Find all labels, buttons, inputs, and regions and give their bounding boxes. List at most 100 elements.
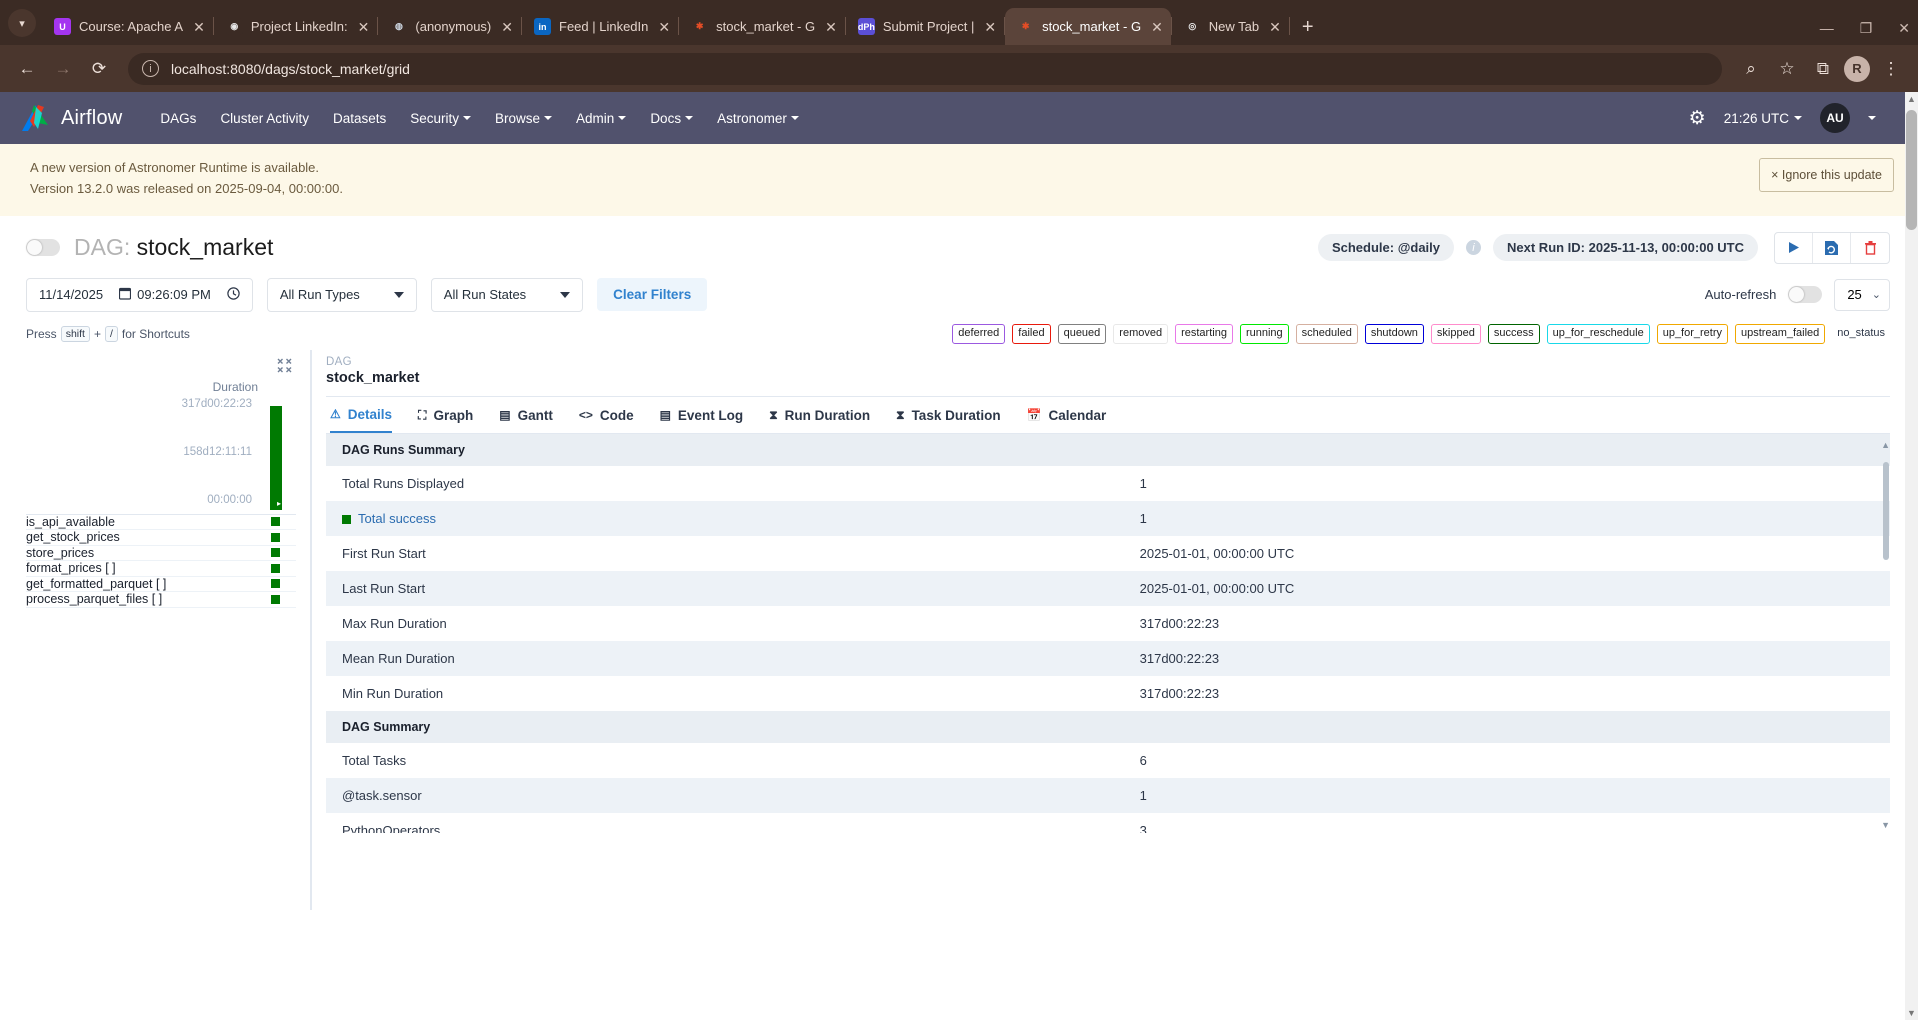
run-type-select[interactable]: All Run Types bbox=[266, 277, 417, 312]
legend-badge-deferred[interactable]: deferred bbox=[952, 323, 1006, 344]
tab-calendar[interactable]: 📅 Calendar bbox=[1027, 407, 1107, 433]
info-icon[interactable]: i bbox=[1466, 240, 1482, 256]
task-row[interactable]: get_formatted_parquet [ ] bbox=[26, 577, 296, 593]
site-info-icon[interactable]: i bbox=[142, 60, 159, 77]
nav-item-astronomer[interactable]: Astronomer bbox=[705, 105, 811, 132]
refresh-dag-button[interactable] bbox=[1813, 232, 1851, 263]
legend-badge-up_for_retry[interactable]: up_for_retry bbox=[1656, 323, 1729, 344]
legend-badge-restarting[interactable]: restarting bbox=[1175, 323, 1233, 344]
task-status-square[interactable] bbox=[271, 532, 280, 542]
legend-badge-scheduled[interactable]: scheduled bbox=[1295, 323, 1358, 344]
close-tab-icon[interactable]: ✕ bbox=[193, 18, 205, 35]
tab-event-log[interactable]: ▤ Event Log bbox=[660, 407, 744, 433]
dag-pause-toggle[interactable] bbox=[26, 239, 60, 257]
close-tab-icon[interactable]: ✕ bbox=[1151, 18, 1163, 35]
nav-item-datasets[interactable]: Datasets bbox=[321, 105, 398, 132]
legend-badge-up_for_reschedule[interactable]: up_for_reschedule bbox=[1546, 323, 1650, 344]
legend-badge-skipped[interactable]: skipped bbox=[1430, 323, 1481, 344]
page-scroll-up-icon[interactable]: ▲ bbox=[1907, 94, 1916, 104]
run-datetime-filter[interactable]: 11/14/2025 09:26:09 PM bbox=[26, 277, 253, 312]
scroll-down-icon[interactable]: ▼ bbox=[1881, 819, 1890, 830]
back-icon[interactable]: ← bbox=[18, 58, 36, 78]
task-row[interactable]: store_prices bbox=[26, 546, 296, 562]
legend-badge-shutdown[interactable]: shutdown bbox=[1364, 323, 1424, 344]
run-state-select[interactable]: All Run States bbox=[430, 277, 584, 312]
delete-dag-button[interactable] bbox=[1851, 233, 1889, 263]
user-avatar[interactable]: AU bbox=[1820, 103, 1850, 133]
clear-filters-button[interactable]: Clear Filters bbox=[597, 278, 708, 312]
task-row[interactable]: process_parquet_files [ ] bbox=[26, 592, 296, 608]
nav-item-security[interactable]: Security bbox=[398, 105, 483, 132]
legend-badge-failed[interactable]: failed bbox=[1012, 323, 1051, 344]
browser-tab[interactable]: U Course: Apache A ✕ bbox=[42, 8, 213, 45]
forward-icon[interactable]: → bbox=[54, 58, 72, 78]
trigger-dag-button[interactable] bbox=[1775, 232, 1813, 263]
browser-tab[interactable]: dPh Submit Project | ✕ bbox=[846, 8, 1004, 45]
close-window-icon[interactable]: ✕ bbox=[1898, 20, 1910, 36]
close-tab-icon[interactable]: ✕ bbox=[501, 18, 513, 35]
close-tab-icon[interactable]: ✕ bbox=[1269, 18, 1281, 35]
tab-graph[interactable]: ⛶ Graph bbox=[418, 407, 473, 433]
extensions-icon[interactable]: ⧉ bbox=[1816, 58, 1830, 78]
tab-details[interactable]: ⚠ Details bbox=[330, 407, 393, 433]
address-bar[interactable]: i localhost:8080/dags/stock_market/grid bbox=[128, 52, 1722, 85]
details-scrollbar[interactable]: ▲ ▼ bbox=[1881, 439, 1890, 830]
zoom-icon[interactable]: ⌕ bbox=[1746, 58, 1756, 78]
nav-item-docs[interactable]: Docs bbox=[638, 105, 705, 132]
collapse-panel-icon[interactable] bbox=[277, 358, 292, 376]
profile-avatar[interactable]: R bbox=[1844, 55, 1870, 82]
close-tab-icon[interactable]: ✕ bbox=[357, 18, 370, 35]
browser-tab[interactable]: ◉ Project LinkedIn: ✕ bbox=[214, 8, 378, 45]
reload-icon[interactable]: ⟳ bbox=[91, 58, 107, 78]
nav-item-cluster-activity[interactable]: Cluster Activity bbox=[208, 105, 321, 132]
minimize-icon[interactable]: — bbox=[1819, 20, 1834, 36]
close-tab-icon[interactable]: ✕ bbox=[825, 18, 837, 35]
browser-tab[interactable]: ✱ stock_market - G ✕ bbox=[1005, 8, 1171, 45]
browser-tab[interactable]: ◎ New Tab ✕ bbox=[1172, 8, 1289, 45]
ignore-update-button[interactable]: × Ignore this update bbox=[1759, 158, 1894, 192]
legend-badge-no_status[interactable]: no_status bbox=[1832, 324, 1890, 343]
details-scroll-thumb[interactable] bbox=[1883, 461, 1889, 560]
utc-clock[interactable]: 21:26 UTC bbox=[1724, 111, 1802, 126]
auto-refresh-toggle[interactable] bbox=[1788, 286, 1823, 304]
task-status-square[interactable] bbox=[271, 594, 280, 604]
tab-run-duration[interactable]: ⧗ Run Duration bbox=[769, 407, 870, 433]
legend-badge-running[interactable]: running bbox=[1239, 323, 1289, 344]
tab-code[interactable]: <> Code bbox=[579, 407, 634, 433]
task-row[interactable]: is_api_available bbox=[26, 515, 296, 531]
browser-tab[interactable]: in Feed | LinkedIn ✕ bbox=[522, 8, 678, 45]
legend-badge-upstream_failed[interactable]: upstream_failed bbox=[1735, 323, 1826, 344]
maximize-icon[interactable]: ❐ bbox=[1859, 20, 1873, 36]
user-chevron-down-icon[interactable] bbox=[1868, 116, 1876, 120]
gear-icon[interactable]: ⚙ bbox=[1688, 107, 1706, 129]
legend-badge-success[interactable]: success bbox=[1487, 323, 1540, 344]
nav-item-admin[interactable]: Admin bbox=[564, 105, 638, 132]
browser-tab[interactable]: ◍ (anonymous) ✕ bbox=[378, 8, 521, 45]
browser-tab[interactable]: ✱ stock_market - G ✕ bbox=[679, 8, 845, 45]
page-scroll-down-icon[interactable]: ▼ bbox=[1907, 1008, 1916, 1018]
schedule-badge[interactable]: Schedule: @daily bbox=[1317, 234, 1455, 262]
task-status-square[interactable] bbox=[271, 548, 280, 558]
task-status-square[interactable] bbox=[271, 579, 280, 589]
new-tab-button[interactable]: + bbox=[1301, 16, 1314, 38]
task-row[interactable]: format_prices [ ] bbox=[26, 561, 296, 577]
legend-badge-removed[interactable]: removed bbox=[1113, 323, 1169, 344]
tab-search-button[interactable]: ▾ bbox=[8, 9, 36, 37]
close-tab-icon[interactable]: ✕ bbox=[658, 18, 671, 35]
dag-run-bar[interactable] bbox=[270, 405, 282, 510]
nav-item-browse[interactable]: Browse bbox=[483, 105, 564, 132]
panel-divider[interactable] bbox=[310, 349, 312, 910]
scroll-up-icon[interactable]: ▲ bbox=[1881, 439, 1890, 450]
page-size-select[interactable]: 25 ⌄ bbox=[1834, 278, 1890, 311]
nav-item-dags[interactable]: DAGs bbox=[148, 105, 208, 132]
task-status-square[interactable] bbox=[271, 517, 280, 527]
chrome-menu-icon[interactable]: ⋮ bbox=[1882, 58, 1900, 78]
airflow-brand[interactable]: Airflow bbox=[18, 103, 122, 133]
tab-task-duration[interactable]: ⧗ Task Duration bbox=[896, 407, 1000, 433]
details-label-text[interactable]: Total success bbox=[358, 510, 437, 526]
page-scrollbar[interactable]: ▲ ▼ bbox=[1905, 92, 1918, 1020]
page-scroll-thumb[interactable] bbox=[1906, 110, 1917, 230]
next-run-badge[interactable]: Next Run ID: 2025-11-13, 00:00:00 UTC bbox=[1493, 234, 1758, 262]
task-status-square[interactable] bbox=[271, 563, 280, 573]
task-row[interactable]: get_stock_prices bbox=[26, 530, 296, 546]
